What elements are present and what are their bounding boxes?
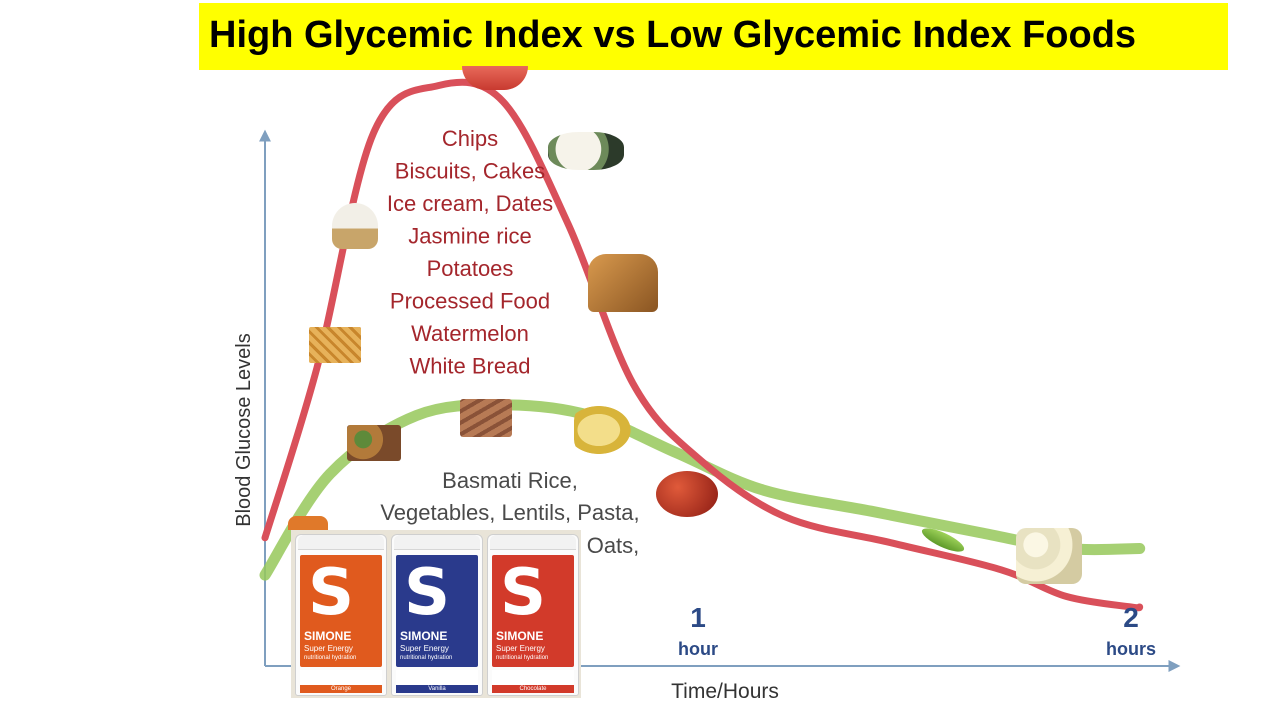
x-tick-label: 1 <box>690 602 706 633</box>
jar-flavor: Chocolate <box>492 685 574 693</box>
simone-logo-icon: S <box>404 556 451 630</box>
salad-icon <box>347 425 401 461</box>
product-photo: S SIMONE Super Energy nutritional hydration… <box>291 530 581 698</box>
high-gi-food-label: Biscuits, Cakes <box>395 159 545 184</box>
high-gi-food-label: Chips <box>442 126 498 151</box>
bread-loaf-icon <box>588 254 658 312</box>
high-gi-food-label: Processed Food <box>390 289 550 314</box>
jar-brand: SIMONE <box>304 629 352 643</box>
jar-brand: SIMONE <box>400 629 448 643</box>
product-jar: S SIMONE Super Energy nutritional hydration… <box>391 534 483 696</box>
simone-logo-icon: S <box>500 556 547 630</box>
high-gi-food-label: Ice cream, Dates <box>387 191 553 216</box>
page-title: High Glycemic Index vs Low Glycemic Inde… <box>209 14 1137 56</box>
high-gi-food-label: Potatoes <box>427 256 514 281</box>
x-axis-label: Time/Hours <box>671 680 779 703</box>
low-gi-food-label: Oats, <box>587 533 640 558</box>
x-tick-label: 2 <box>1123 602 1139 633</box>
jar-subtitle: Super Energy <box>304 644 353 653</box>
cauliflower-icon <box>1016 528 1082 584</box>
apple-icon <box>656 471 718 517</box>
jar-tagline: nutritional hydration <box>400 655 453 661</box>
jar-lid <box>298 535 384 550</box>
x-tick-unit: hours <box>1106 639 1156 659</box>
y-axis-label: Blood Glucose Levels <box>233 333 255 526</box>
jar-label: S SIMONE Super Energy nutritional hydration <box>300 555 382 667</box>
title-banner: High Glycemic Index vs Low Glycemic Inde… <box>199 3 1228 70</box>
ice-cream-icon <box>332 203 378 249</box>
jar-flavor: Orange <box>300 685 382 693</box>
jar-subtitle: Super Energy <box>496 644 545 653</box>
x-tick-unit: hour <box>678 639 718 659</box>
high-gi-food-label: Watermelon <box>411 321 529 346</box>
simone-logo-icon: S <box>308 556 355 630</box>
low-gi-food-label: Basmati Rice, <box>442 468 578 493</box>
jar-lid <box>394 535 480 550</box>
high-gi-food-label: White Bread <box>409 354 530 379</box>
jar-label: S SIMONE Super Energy nutritional hydration <box>492 555 574 667</box>
watermelon-icon <box>462 66 528 90</box>
sushi-icon <box>548 132 624 170</box>
jar-flavor: Vanilla <box>396 685 478 693</box>
jar-brand: SIMONE <box>496 629 544 643</box>
jar-tagline: nutritional hydration <box>304 655 357 661</box>
product-jar: S SIMONE Super Energy nutritional hydration… <box>295 534 387 696</box>
carrot-icon <box>288 516 328 530</box>
jar-label: S SIMONE Super Energy nutritional hydration <box>396 555 478 667</box>
product-jar: S SIMONE Super Energy nutritional hydration… <box>487 534 579 696</box>
fries-icon <box>309 327 361 363</box>
banana-icon <box>574 402 636 458</box>
low-gi-food-label: Vegetables, Lentils, Pasta, <box>380 500 639 525</box>
high-gi-food-label: Jasmine rice <box>408 224 531 249</box>
jar-subtitle: Super Energy <box>400 644 449 653</box>
jar-lid <box>490 535 576 550</box>
jar-tagline: nutritional hydration <box>496 655 549 661</box>
granola-icon <box>460 399 512 437</box>
